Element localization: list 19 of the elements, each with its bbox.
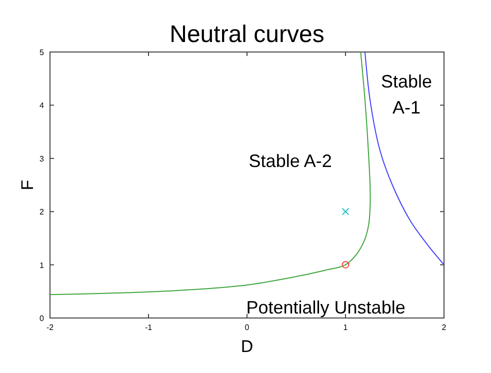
- annotation: Potentially Unstable: [246, 297, 406, 318]
- annotation: Stable A-2: [248, 151, 332, 172]
- x-tick-label: -1: [144, 323, 153, 332]
- y-tick-label: 5: [40, 48, 45, 57]
- line-series: [364, 52, 444, 266]
- y-tick-label: 1: [40, 260, 45, 270]
- x-tick-label: 2: [442, 323, 447, 332]
- y-tick-label: 4: [40, 101, 45, 110]
- x-tick-label: -2: [46, 323, 54, 332]
- annotation: Stable A-1: [381, 72, 432, 118]
- chart-title: Neutral curves: [170, 21, 324, 48]
- x-axis-title: D: [240, 337, 254, 356]
- y-tick-label: 3: [40, 154, 45, 164]
- x-tick-label: 1: [343, 323, 348, 332]
- y-tick-label: 0: [40, 314, 45, 323]
- y-tick-label: 2: [40, 208, 45, 217]
- y-axis-title: F: [18, 180, 37, 190]
- line-series: [50, 52, 371, 296]
- x-tick-label: 0: [244, 323, 250, 332]
